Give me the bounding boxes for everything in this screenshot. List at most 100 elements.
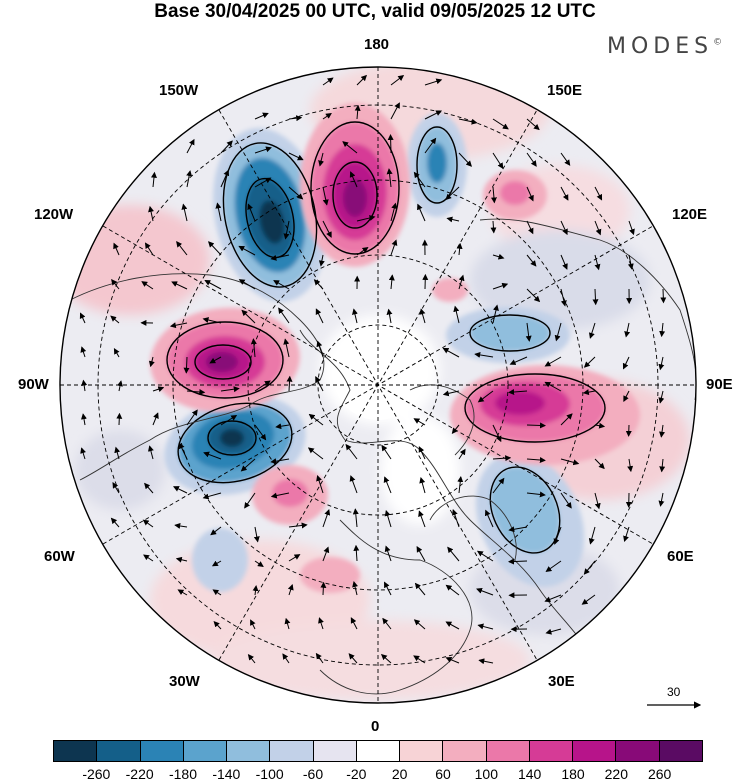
wind-vector <box>286 375 293 392</box>
wind-vector <box>244 492 256 509</box>
colorbar-tick-label: 100 <box>474 766 498 782</box>
wind-vector <box>186 409 198 426</box>
wind-vector <box>270 254 290 261</box>
wind-vector <box>458 118 478 125</box>
wind-vector <box>254 146 272 154</box>
lon-label-150w: 150W <box>159 82 199 99</box>
wind-vector <box>284 617 291 630</box>
wind-vector <box>508 558 528 565</box>
wind-vector <box>148 205 154 222</box>
wind-vector <box>594 254 601 271</box>
wind-vector <box>213 620 222 630</box>
wind-vector <box>112 482 120 494</box>
wind-vector <box>413 418 426 426</box>
wind-vector <box>492 304 499 324</box>
wind-vector <box>445 656 460 664</box>
colorbar-box <box>485 741 529 761</box>
wind-vector <box>413 171 426 188</box>
wind-vector <box>508 526 528 533</box>
wind-vector <box>594 422 606 429</box>
wind-vector <box>627 254 634 270</box>
wind-vector <box>594 492 601 510</box>
wind-vector <box>380 653 392 664</box>
wind-vector <box>474 351 494 358</box>
lon-label-60e: 60E <box>667 548 694 565</box>
wind-vector <box>287 583 294 596</box>
reference-vector-label: 30 <box>667 685 681 699</box>
colorbar-tick-label: -60 <box>302 766 324 782</box>
wind-vector <box>220 386 240 393</box>
wind-vector <box>171 281 188 290</box>
wind-vector <box>418 510 426 528</box>
map-boundary <box>59 66 697 704</box>
wind-vector <box>288 186 304 200</box>
wind-vector <box>445 621 460 630</box>
colorbar-box <box>312 741 356 761</box>
colorbar-tick-label: -100 <box>255 766 284 782</box>
wind-vector <box>525 322 532 342</box>
wind-vector <box>445 186 460 201</box>
wind-vector <box>424 110 442 120</box>
wind-vector <box>322 220 332 238</box>
wind-vector <box>624 322 631 338</box>
wind-vector <box>560 254 568 270</box>
wind-vector <box>254 112 269 120</box>
wind-vector <box>110 315 120 324</box>
colorbar-box <box>615 741 659 761</box>
wind-vector <box>384 581 392 596</box>
wind-vector <box>150 171 157 188</box>
wind-vector <box>283 220 290 240</box>
wind-vector <box>417 203 426 222</box>
wind-vector <box>583 560 596 575</box>
wind-vector <box>270 458 290 465</box>
wind-vector <box>209 356 222 364</box>
wind-vector <box>526 254 537 267</box>
wind-vector <box>181 203 188 222</box>
wind-vector <box>186 170 193 188</box>
wind-vector <box>658 390 665 404</box>
wind-vector <box>322 77 334 86</box>
colorbar <box>53 740 703 762</box>
wind-vector <box>275 423 290 430</box>
wind-vector <box>582 389 596 396</box>
wind-vector <box>282 653 290 664</box>
brand-mark: © <box>713 37 723 48</box>
wind-vector <box>388 274 395 290</box>
wind-vector <box>413 655 426 664</box>
wind-vector <box>476 550 494 562</box>
wind-vector <box>446 216 460 223</box>
wind-vector <box>203 451 222 460</box>
wind-vector <box>456 242 463 256</box>
wind-vector <box>210 526 222 536</box>
wind-vector <box>457 476 464 494</box>
wind-vector <box>240 458 256 472</box>
wind-vector <box>458 152 472 167</box>
wind-vector <box>349 475 358 494</box>
wind-vector <box>560 152 571 166</box>
colorbar-box <box>96 741 140 761</box>
wind-vector <box>451 509 460 528</box>
wind-vector <box>560 413 573 426</box>
colorbar-box <box>658 741 702 761</box>
wind-vector <box>322 186 329 206</box>
wind-vector <box>424 137 437 154</box>
wind-vector <box>588 526 596 545</box>
wind-vector <box>253 526 260 543</box>
high-e <box>450 365 640 465</box>
lon-label-30e: 30E <box>548 673 575 690</box>
lon-label-60w: 60W <box>44 548 75 565</box>
wind-vector <box>484 509 494 528</box>
wind-vector <box>152 386 165 393</box>
wind-vector <box>356 74 368 86</box>
wind-vector <box>492 118 509 130</box>
colorbar-box <box>139 741 183 761</box>
wind-vector <box>458 274 465 290</box>
wind-vector <box>202 317 222 324</box>
wind-vector <box>250 619 256 630</box>
wind-vector <box>658 492 665 507</box>
wind-vector <box>492 152 504 169</box>
wind-vector <box>349 171 358 188</box>
wind-vector <box>356 215 376 222</box>
wind-vector <box>288 115 303 122</box>
wind-vector <box>254 380 271 392</box>
